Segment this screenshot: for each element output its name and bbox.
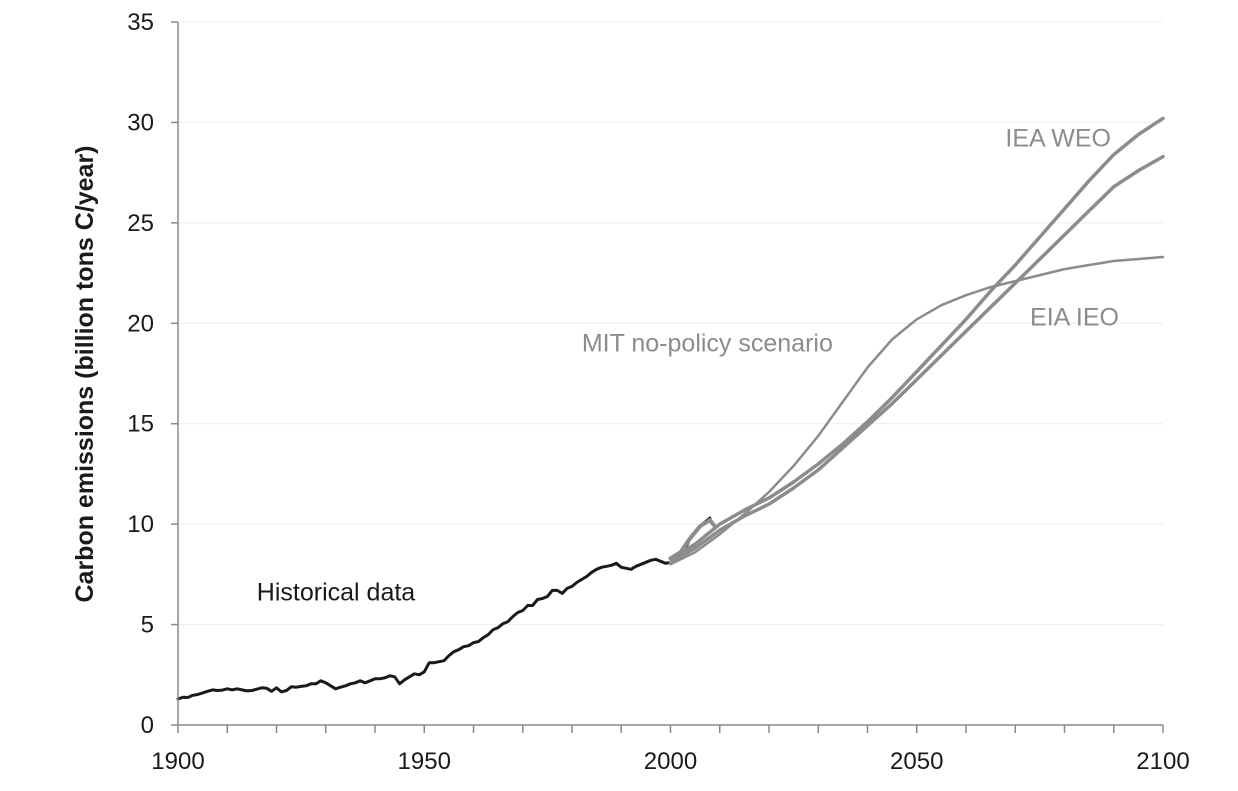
x-tick-label: 1950 bbox=[398, 748, 451, 775]
x-tick-label: 2000 bbox=[644, 748, 697, 775]
x-tick-label: 2100 bbox=[1136, 748, 1189, 775]
y-tick-label: 5 bbox=[141, 612, 154, 639]
y-tick-label: 30 bbox=[127, 109, 154, 136]
annotation-2: IEA WEO bbox=[1005, 125, 1111, 153]
annotation-3: EIA IEO bbox=[1030, 303, 1119, 331]
x-tick-label: 2050 bbox=[890, 748, 943, 775]
annotation-1: MIT no-policy scenario bbox=[582, 329, 833, 357]
gridlines bbox=[178, 21, 1163, 626]
series-line-3 bbox=[668, 154, 1165, 565]
axes bbox=[171, 21, 1164, 733]
y-tick-label: 35 bbox=[127, 9, 154, 36]
y-tick-label: 0 bbox=[141, 712, 154, 739]
series-lines bbox=[176, 116, 1165, 701]
annotations: Historical data MIT no-policy scenario IEA… bbox=[257, 125, 1119, 607]
series-line-0 bbox=[176, 516, 712, 701]
y-tick-label: 10 bbox=[127, 511, 154, 538]
series-line-4 bbox=[668, 518, 717, 561]
y-tick-label: 20 bbox=[127, 310, 154, 337]
y-tick-label: 15 bbox=[127, 411, 154, 438]
x-tick-label: 1900 bbox=[151, 748, 204, 775]
y-axis-title: Carbon emissions (billion tons C/year) bbox=[71, 145, 99, 602]
series-line-2 bbox=[668, 116, 1165, 561]
tick-labels: 0 5 10 15 20 25 30 35 1900 1950 2000 2050 2100 bbox=[127, 9, 1189, 775]
y-tick-label: 25 bbox=[127, 210, 154, 237]
annotation-0: Historical data bbox=[257, 578, 415, 606]
